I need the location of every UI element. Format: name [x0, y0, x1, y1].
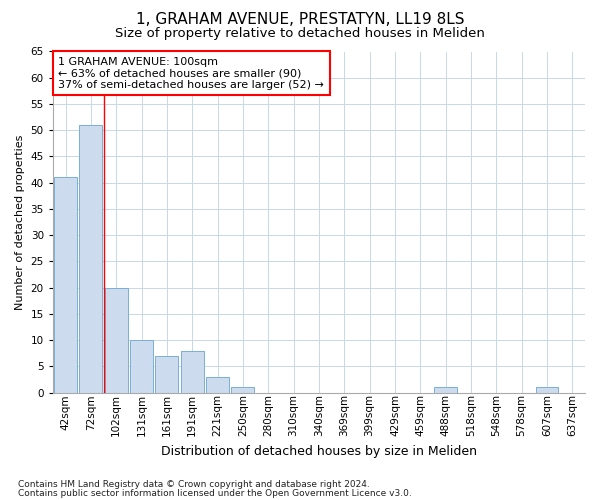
Bar: [79, 125, 102, 392]
Bar: [54, 178, 77, 392]
Bar: [536, 388, 559, 392]
Bar: [155, 356, 178, 393]
Bar: [434, 388, 457, 392]
Bar: [232, 388, 254, 392]
Text: 1, GRAHAM AVENUE, PRESTATYN, LL19 8LS: 1, GRAHAM AVENUE, PRESTATYN, LL19 8LS: [136, 12, 464, 28]
Text: 1 GRAHAM AVENUE: 100sqm
← 63% of detached houses are smaller (90)
37% of semi-de: 1 GRAHAM AVENUE: 100sqm ← 63% of detache…: [58, 56, 324, 90]
Bar: [130, 340, 153, 392]
Text: Contains public sector information licensed under the Open Government Licence v3: Contains public sector information licen…: [18, 488, 412, 498]
Bar: [181, 350, 203, 393]
X-axis label: Distribution of detached houses by size in Meliden: Distribution of detached houses by size …: [161, 444, 477, 458]
Bar: [105, 288, 128, 393]
Text: Contains HM Land Registry data © Crown copyright and database right 2024.: Contains HM Land Registry data © Crown c…: [18, 480, 370, 489]
Bar: [206, 377, 229, 392]
Y-axis label: Number of detached properties: Number of detached properties: [15, 134, 25, 310]
Text: Size of property relative to detached houses in Meliden: Size of property relative to detached ho…: [115, 28, 485, 40]
